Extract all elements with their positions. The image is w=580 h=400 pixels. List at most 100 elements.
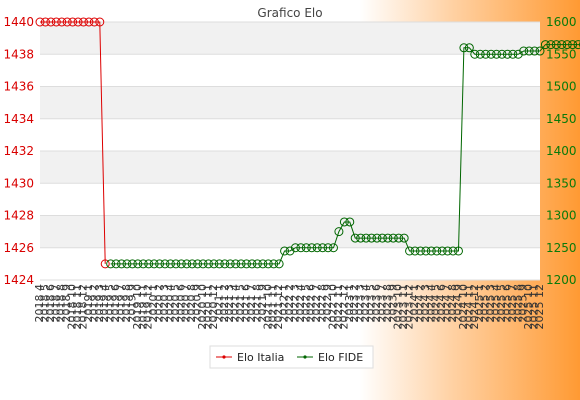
data-point-elo-fide bbox=[296, 243, 306, 253]
data-point-elo-italia bbox=[95, 17, 105, 27]
x-axis-tick: 2022 12 bbox=[337, 284, 350, 330]
x-axis-tick: 2021 2 bbox=[218, 284, 231, 323]
x-axis-tick: 2025 1 bbox=[473, 284, 486, 323]
left-axis-tick: 1426 bbox=[3, 241, 34, 255]
legend-item-elo-italia: Elo Italia bbox=[216, 351, 284, 364]
x-axis-tick: 2019 5 bbox=[104, 284, 117, 323]
x-axis-tick: 2020 5 bbox=[169, 284, 182, 323]
x-axis-tick: 2022 11 bbox=[332, 284, 345, 330]
data-point-elo-italia bbox=[68, 17, 78, 27]
x-axis-tick: 2019 7 bbox=[115, 284, 128, 323]
right-axis-tick: 1300 bbox=[546, 209, 577, 223]
x-axis-tick: 2019 4 bbox=[98, 284, 111, 323]
x-axis-tick: 2021 11 bbox=[267, 284, 280, 330]
x-axis-tick: 2022 5 bbox=[299, 284, 312, 323]
data-point-elo-italia bbox=[46, 17, 56, 27]
x-axis-tick: 2025 3 bbox=[484, 284, 497, 323]
data-point-elo-fide bbox=[165, 259, 175, 269]
x-axis-tick: 2020 12 bbox=[207, 284, 220, 330]
x-axis-tick: 2019 9 bbox=[125, 284, 138, 323]
data-point-elo-fide bbox=[415, 246, 425, 256]
x-axis-tick: 2019 6 bbox=[109, 284, 122, 323]
x-axis-tick: 2020 2 bbox=[153, 284, 166, 323]
right-axis-tick: 1250 bbox=[546, 241, 577, 255]
x-axis-tick: 2025 9 bbox=[517, 284, 530, 323]
data-point-elo-fide bbox=[410, 246, 420, 256]
x-axis-tick: 2024 8 bbox=[446, 284, 459, 323]
x-axis-tick: 2019 10 bbox=[131, 284, 144, 330]
data-point-elo-fide bbox=[492, 49, 502, 59]
data-point-elo-fide bbox=[372, 233, 382, 243]
left-axis-tick: 1438 bbox=[3, 47, 34, 61]
grid-lines bbox=[40, 21, 540, 281]
data-point-elo-fide bbox=[111, 259, 121, 269]
data-point-elo-fide bbox=[220, 259, 230, 269]
x-axis-tick: 2025 10 bbox=[522, 284, 535, 330]
right-axis-tick: 1550 bbox=[546, 47, 577, 61]
x-axis-tick: 2020 6 bbox=[174, 284, 187, 323]
x-axis-tick: 2022 7 bbox=[310, 284, 323, 323]
data-point-elo-italia bbox=[62, 17, 72, 27]
x-axis-tick: 2022 2 bbox=[283, 284, 296, 323]
data-point-elo-fide bbox=[133, 259, 143, 269]
plot-band bbox=[40, 215, 540, 248]
x-axis-tick: 2024 11 bbox=[462, 284, 475, 330]
x-axis-tick: 2025 4 bbox=[490, 284, 503, 323]
series-line-elo-fide bbox=[110, 44, 580, 265]
x-axis-tick: 2023 7 bbox=[375, 284, 388, 323]
data-point-elo-fide bbox=[519, 46, 529, 56]
x-axis-tick: 2023 11 bbox=[397, 284, 410, 330]
right-axis: 1200 1250 1300 1350 1400 1450 1500 1550 1600 bbox=[546, 15, 577, 287]
data-point-elo-fide bbox=[443, 246, 453, 256]
data-point-elo-fide bbox=[546, 40, 556, 50]
x-axis-tick: 2020 11 bbox=[201, 284, 214, 330]
x-axis-tick: 2024 6 bbox=[435, 284, 448, 323]
x-axis-tick: 2023 10 bbox=[392, 284, 405, 330]
x-axis-tick: 2018 10 bbox=[66, 284, 79, 330]
x-axis-tick: 2020 10 bbox=[196, 284, 209, 330]
data-point-elo-fide bbox=[334, 227, 344, 237]
data-point-elo-fide bbox=[182, 259, 192, 269]
data-point-elo-fide bbox=[280, 246, 290, 256]
data-point-elo-fide bbox=[421, 246, 431, 256]
data-point-elo-fide bbox=[117, 259, 127, 269]
plot-band bbox=[40, 86, 540, 119]
data-point-elo-fide bbox=[318, 243, 328, 253]
data-point-elo-fide bbox=[524, 46, 534, 56]
data-point-elo-fide bbox=[551, 40, 561, 50]
data-point-elo-fide bbox=[176, 259, 186, 269]
data-point-elo-fide bbox=[252, 259, 262, 269]
x-axis-tick: 2019 8 bbox=[120, 284, 133, 323]
x-axis-tick: 2020 7 bbox=[180, 284, 193, 323]
data-point-elo-fide bbox=[459, 43, 469, 53]
data-point-elo-italia bbox=[89, 17, 99, 27]
data-point-elo-fide bbox=[502, 49, 512, 59]
x-axis-tick: 2021 10 bbox=[261, 284, 274, 330]
x-axis-tick: 2023 1 bbox=[343, 284, 356, 323]
x-axis-tick: 2023 2 bbox=[348, 284, 361, 323]
data-point-elo-fide bbox=[138, 259, 148, 269]
data-point-elo-fide bbox=[258, 259, 268, 269]
data-point-elo-fide bbox=[388, 233, 398, 243]
data-point-elo-fide bbox=[432, 246, 442, 256]
data-point-elo-fide bbox=[426, 246, 436, 256]
data-point-elo-fide bbox=[562, 40, 572, 50]
data-point-elo-fide bbox=[540, 40, 550, 50]
legend-box bbox=[209, 345, 374, 369]
x-axis-tick: 2021 4 bbox=[229, 284, 242, 323]
data-point-elo-italia bbox=[73, 17, 83, 27]
x-axis-tick: 2023 3 bbox=[354, 284, 367, 323]
data-point-elo-fide bbox=[367, 233, 377, 243]
x-axis-tick: 2023 9 bbox=[386, 284, 399, 323]
x-axis-tick: 2020 1 bbox=[147, 284, 160, 323]
left-axis-tick: 1424 bbox=[3, 273, 34, 287]
data-point-elo-fide bbox=[486, 49, 496, 59]
x-axis-tick: 2020 9 bbox=[191, 284, 204, 323]
data-point-elo-fide bbox=[193, 259, 203, 269]
legend-label-elo-fide: Elo FIDE bbox=[318, 351, 363, 364]
data-point-elo-fide bbox=[274, 259, 284, 269]
x-axis-tick: 2025 5 bbox=[495, 284, 508, 323]
x-axis-tick: 2021 5 bbox=[234, 284, 247, 323]
x-axis-tick: 2022 10 bbox=[326, 284, 339, 330]
